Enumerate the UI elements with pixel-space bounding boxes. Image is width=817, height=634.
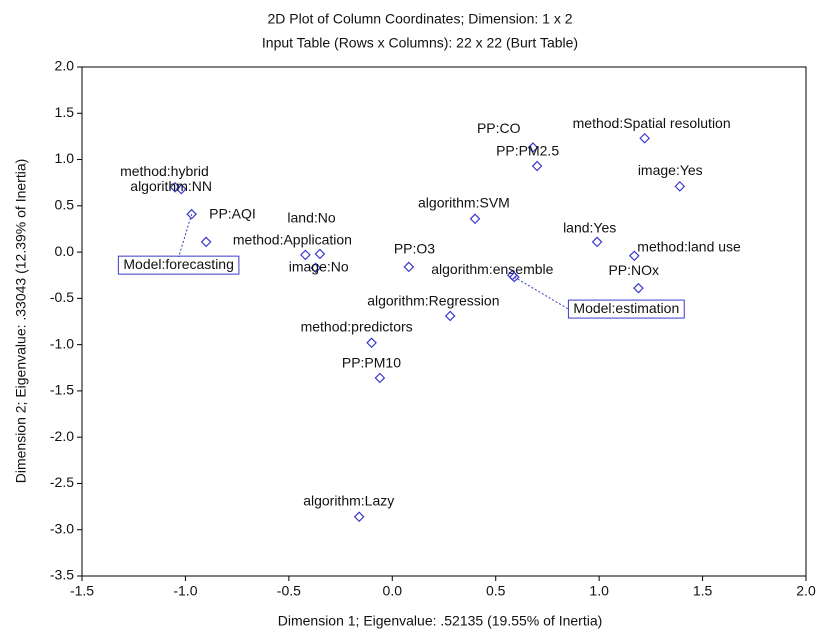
y-tick-label: 1.5	[55, 104, 75, 120]
point	[374, 372, 386, 384]
y-tick-label: 0.0	[55, 243, 75, 259]
y-tick-label: -1.0	[50, 335, 74, 351]
point	[175, 183, 187, 195]
point-label: PP:PM10	[342, 355, 401, 371]
y-tick-label: 1.0	[55, 150, 75, 166]
point-label: PP:O3	[394, 241, 435, 257]
point-label: method:land use	[637, 238, 741, 254]
y-tick-label: -1.5	[50, 382, 74, 398]
y-tick-label: -3.0	[50, 520, 74, 536]
point-label: image:No	[289, 259, 349, 275]
point-label: algorithm:NN	[130, 178, 212, 194]
point-label: PP:PM2.5	[496, 143, 559, 159]
x-tick-label: 1.0	[589, 583, 609, 599]
plot-frame	[81, 66, 807, 577]
point	[366, 337, 377, 349]
point	[310, 262, 322, 274]
point-label: Model:estimation	[573, 300, 679, 316]
point-label: PP:AQI	[209, 206, 256, 222]
point	[674, 181, 686, 192]
point-label: algorithm:SVM	[418, 194, 510, 210]
point-label: method:hybrid	[120, 163, 209, 179]
point	[186, 208, 197, 220]
point-label: algorithm:ensemble	[431, 261, 553, 277]
point-label: method:Spatial resolution	[573, 115, 731, 131]
point-label: algorithm:Regression	[367, 293, 499, 309]
leader-line	[178, 214, 193, 258]
point-label: algorithm:Lazy	[303, 492, 394, 508]
point	[639, 132, 650, 144]
point	[169, 181, 181, 193]
point-label: Model:forecasting	[123, 256, 234, 272]
point	[314, 248, 326, 260]
point-label: PP:NOx	[608, 262, 659, 278]
x-tick-label: 2.0	[796, 583, 816, 599]
chart-subtitle: Input Table (Rows x Columns): 22 x 22 (B…	[262, 35, 578, 51]
point-label: image:Yes	[638, 162, 703, 178]
point	[628, 250, 640, 262]
x-tick-label: 0.0	[383, 583, 403, 599]
chart-title: 2D Plot of Column Coordinates; Dimension…	[267, 11, 572, 27]
point	[527, 142, 539, 153]
point	[200, 236, 212, 248]
point	[469, 213, 481, 225]
x-tick-label: 1.5	[693, 583, 713, 599]
point	[300, 249, 311, 261]
point-label: PP:CO	[477, 120, 521, 136]
y-tick-label: -2.0	[50, 428, 74, 444]
y-axis-label: Dimension 2; Eigenvalue: .33043 (12.39% …	[13, 159, 29, 484]
x-tick-label: -0.5	[277, 583, 301, 599]
point	[353, 511, 365, 523]
x-tick-label: -1.5	[70, 583, 94, 599]
point	[403, 261, 415, 273]
y-tick-label: -2.5	[50, 474, 74, 490]
point	[633, 282, 644, 294]
point-label: land:No	[287, 210, 335, 226]
point	[591, 236, 603, 248]
label-box	[117, 255, 240, 275]
y-tick-label: 0.5	[55, 197, 75, 213]
point	[508, 271, 520, 283]
point-label: land:Yes	[563, 220, 616, 236]
x-tick-label: 0.5	[486, 583, 506, 599]
leader-line	[514, 276, 569, 310]
y-tick-label: -0.5	[50, 289, 74, 305]
point-label: method:Application	[233, 232, 352, 248]
y-tick-label: -3.5	[50, 567, 74, 583]
label-box	[567, 299, 685, 319]
point	[531, 160, 543, 172]
x-tick-label: -1.0	[173, 583, 197, 599]
point-label: method:predictors	[301, 318, 413, 334]
y-tick-label: 2.0	[55, 58, 75, 74]
x-axis-label: Dimension 1; Eigenvalue: .52135 (19.55% …	[278, 613, 603, 629]
point	[444, 310, 456, 322]
